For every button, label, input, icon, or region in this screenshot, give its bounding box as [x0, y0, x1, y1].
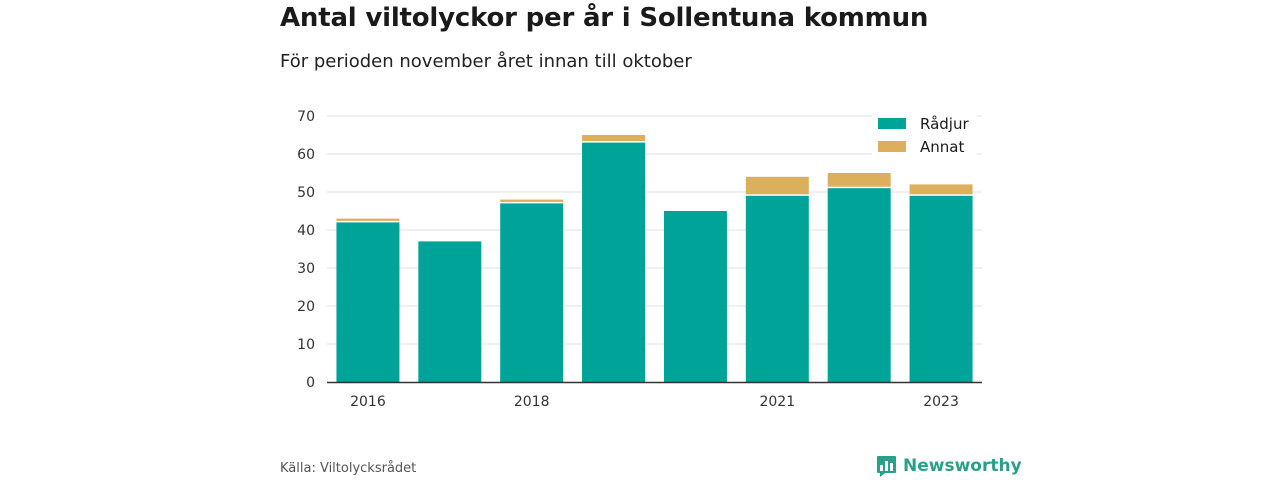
chart-legend: Rådjur Annat — [872, 110, 977, 160]
legend-label-annat: Annat — [920, 137, 965, 156]
y-tick-label-70: 70 — [297, 109, 315, 125]
bar-annat-2016 — [336, 218, 400, 221]
source-note: Källa: Viltolycksrådet — [280, 461, 417, 476]
bar-rdjur-2022 — [827, 188, 891, 382]
y-tick-label-10: 10 — [297, 337, 315, 353]
bar-rdjur-2018 — [500, 203, 564, 382]
legend-swatch-radjur — [878, 118, 906, 129]
y-tick-label-20: 20 — [297, 299, 315, 315]
bar-chart-logo-icon — [877, 456, 896, 477]
bar-rdjur-2021 — [745, 195, 809, 382]
chart-title: Antal viltolyckor per år i Sollentuna ko… — [280, 3, 929, 33]
bar-annat-2021 — [745, 176, 809, 195]
newsworthy-logo[interactable]: Newsworthy — [876, 455, 1022, 477]
legend-item-annat: Annat — [878, 135, 969, 158]
bar-annat-2023 — [909, 184, 973, 195]
x-tick-label-2018: 2018 — [514, 394, 550, 410]
y-tick-label-0: 0 — [306, 375, 315, 391]
y-tick-label-40: 40 — [297, 223, 315, 239]
y-tick-label-50: 50 — [297, 185, 315, 201]
chart-subtitle: För perioden november året innan till ok… — [280, 51, 692, 72]
bar-rdjur-2016 — [336, 222, 400, 382]
y-tick-label-60: 60 — [297, 147, 315, 163]
bar-rdjur-2019 — [582, 142, 646, 382]
y-tick-label-30: 30 — [297, 261, 315, 277]
bar-rdjur-2020 — [663, 211, 727, 382]
brand-name: Newsworthy — [903, 456, 1022, 476]
legend-item-radjur: Rådjur — [878, 112, 969, 135]
x-tick-label-2021: 2021 — [759, 394, 795, 410]
bar-rdjur-2017 — [418, 241, 482, 382]
x-tick-label-2023: 2023 — [923, 394, 959, 410]
legend-label-radjur: Rådjur — [920, 114, 969, 133]
bar-annat-2018 — [500, 199, 564, 202]
legend-swatch-annat — [878, 141, 906, 152]
bar-rdjur-2023 — [909, 195, 973, 382]
bar-annat-2022 — [827, 173, 891, 187]
x-tick-label-2016: 2016 — [350, 394, 386, 410]
bar-annat-2019 — [582, 135, 646, 142]
